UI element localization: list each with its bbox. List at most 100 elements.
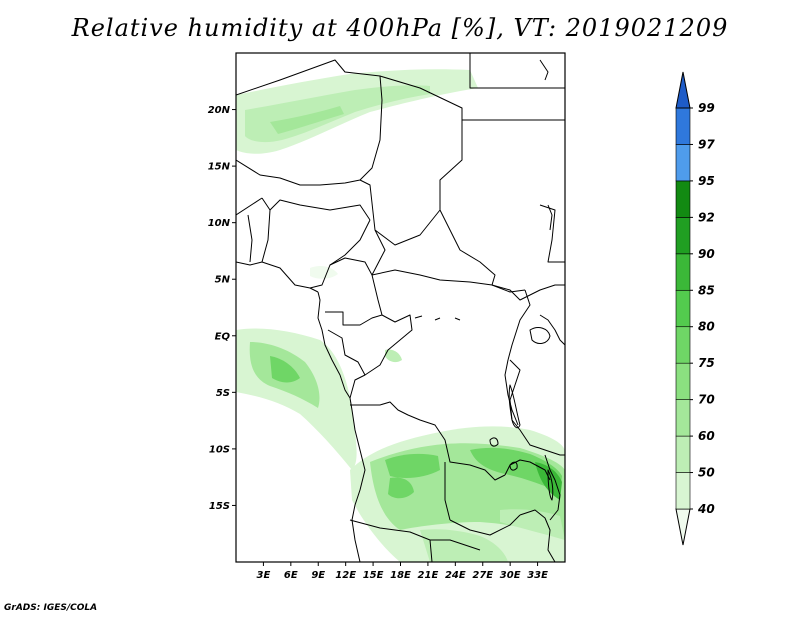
colorbar-label: 95: [698, 174, 715, 188]
lon-tick-label: 12E: [335, 570, 356, 581]
colorbar-swatch: [675, 472, 691, 510]
border-libya-chad: [379, 75, 463, 210]
border-gabon-inner: [327, 329, 366, 376]
colorbar-swatch: [675, 289, 691, 328]
colorbar-label: 97: [698, 137, 715, 151]
lon-tick-label: 9E: [311, 570, 325, 581]
lat-tick-label: 15S: [209, 501, 230, 512]
border-gabon-congo: [325, 311, 383, 326]
border-burkina: [236, 197, 263, 216]
colorbar-label: 85: [698, 283, 715, 297]
lake-tanganyika: [508, 384, 521, 429]
latitude-axis: 20N 15N 10N 5N EQ 5S 10S 15S: [208, 105, 236, 512]
lat-tick-label: 5N: [215, 275, 231, 286]
lake-turkana: [547, 204, 553, 231]
humidity-area-south-extra: [500, 509, 565, 540]
border-benin-togo: [261, 197, 271, 263]
lon-tick-label: 21E: [418, 570, 439, 581]
border-zambia-zimbabwe: [449, 514, 521, 536]
page-title: Relative humidity at 400hPa [%], VT: 201…: [71, 14, 729, 42]
border-mali-niger: [236, 159, 361, 186]
border-mozambique-zimbabwe: [519, 509, 556, 562]
lat-tick-label: 5S: [216, 388, 230, 399]
lake-bits-central: [414, 315, 461, 321]
colorbar-swatch: [675, 508, 691, 546]
lat-tick-label: 10N: [208, 218, 231, 229]
humidity-area-south-core-b: [388, 477, 414, 499]
colorbar-swatch: [675, 326, 691, 364]
border-mozambique-malawi: [544, 454, 561, 521]
border-congo-drc: [349, 314, 413, 399]
colorbar-swatch: [675, 217, 691, 255]
border-chad-car: [371, 229, 386, 276]
country-borders: [236, 53, 565, 562]
border-angola-zambia: [444, 462, 451, 521]
humidity-area-patch-1: [310, 266, 338, 279]
lat-tick-label: 10S: [209, 444, 230, 455]
colorbar-label: 70: [698, 393, 715, 407]
humidity-area-west-core: [270, 356, 300, 383]
lat-tick-label: EQ: [215, 331, 231, 342]
coastline-gabon: [317, 291, 351, 399]
humidity-area-south-tail: [420, 529, 508, 562]
colorbar-label: 40: [697, 502, 715, 516]
colorbar-swatch: [675, 107, 691, 145]
colorbar-label: 75: [698, 356, 715, 370]
colorbar-swatch: [675, 180, 691, 218]
lon-tick-label: 15E: [363, 570, 384, 581]
humidity-shading: [236, 69, 565, 562]
border-cameroon-car: [329, 257, 383, 316]
colorbar-swatch: [675, 362, 691, 400]
border-botswana: [429, 539, 433, 562]
colorbar: 40 50 60 70 75 80 85 90 92 95 97 99: [675, 71, 715, 546]
border-drc-uganda: [507, 289, 531, 361]
coastline-angola: [349, 397, 366, 562]
colorbar-label: 80: [698, 320, 715, 334]
lon-tick-label: 33E: [527, 570, 548, 581]
lake-victoria: [529, 327, 551, 344]
colorbar-swatch: [675, 435, 691, 473]
coastline-west-africa: [236, 261, 319, 293]
border-car-drc: [371, 269, 526, 293]
colorbar-swatch: [675, 253, 691, 291]
humidity-area-patch-2: [385, 349, 402, 363]
colorbar-label: 60: [698, 429, 715, 443]
coastline-north: [469, 53, 565, 89]
colorbar-swatch: [675, 144, 691, 182]
credit-text: GrADS: IGES/COLA: [4, 603, 98, 613]
lon-tick-label: 18E: [390, 570, 411, 581]
border-ghana: [247, 214, 253, 263]
border-sudan-ethiopia: [539, 204, 565, 263]
colorbar-swatch: [675, 399, 691, 437]
lat-tick-label: 15N: [208, 162, 231, 173]
border-chad-sudan: [439, 209, 496, 286]
coastline-red-sea: [539, 59, 549, 81]
lon-tick-label: 6E: [284, 570, 298, 581]
colorbar-label: 92: [698, 210, 715, 224]
border-angola-drc: [350, 401, 506, 481]
lon-tick-label: 24E: [445, 570, 466, 581]
humidity-area-south-core-a: [385, 453, 440, 478]
colorbar-swatch: [675, 71, 691, 109]
colorbar-label: 99: [698, 101, 715, 115]
humidity-area-north-core: [270, 106, 344, 134]
colorbar-label: 90: [698, 247, 715, 261]
border-lake-tanganyika: [504, 359, 519, 426]
border-sudan-egypt: [461, 108, 565, 121]
lon-tick-label: 30E: [500, 570, 521, 581]
lat-tick-label: 20N: [208, 105, 231, 116]
border-sudan-south: [491, 284, 565, 301]
colorbar-label: 50: [698, 466, 715, 480]
border-tanzania: [509, 359, 565, 456]
border-niger-chad: [359, 179, 441, 246]
border-kenya-uganda: [539, 314, 565, 346]
border-zambia-drc: [504, 459, 551, 481]
lake-malawi: [547, 469, 554, 501]
border-nigeria-cameroon: [309, 219, 371, 289]
border-nigeria-niger: [269, 199, 371, 221]
longitude-axis: 3E 6E 9E 12E 15E 18E 21E 24E 27E 30E 33E: [257, 562, 548, 581]
lon-tick-label: 3E: [257, 570, 271, 581]
lake-mweru: [489, 437, 499, 447]
humidity-area-south-core-c: [470, 447, 562, 492]
